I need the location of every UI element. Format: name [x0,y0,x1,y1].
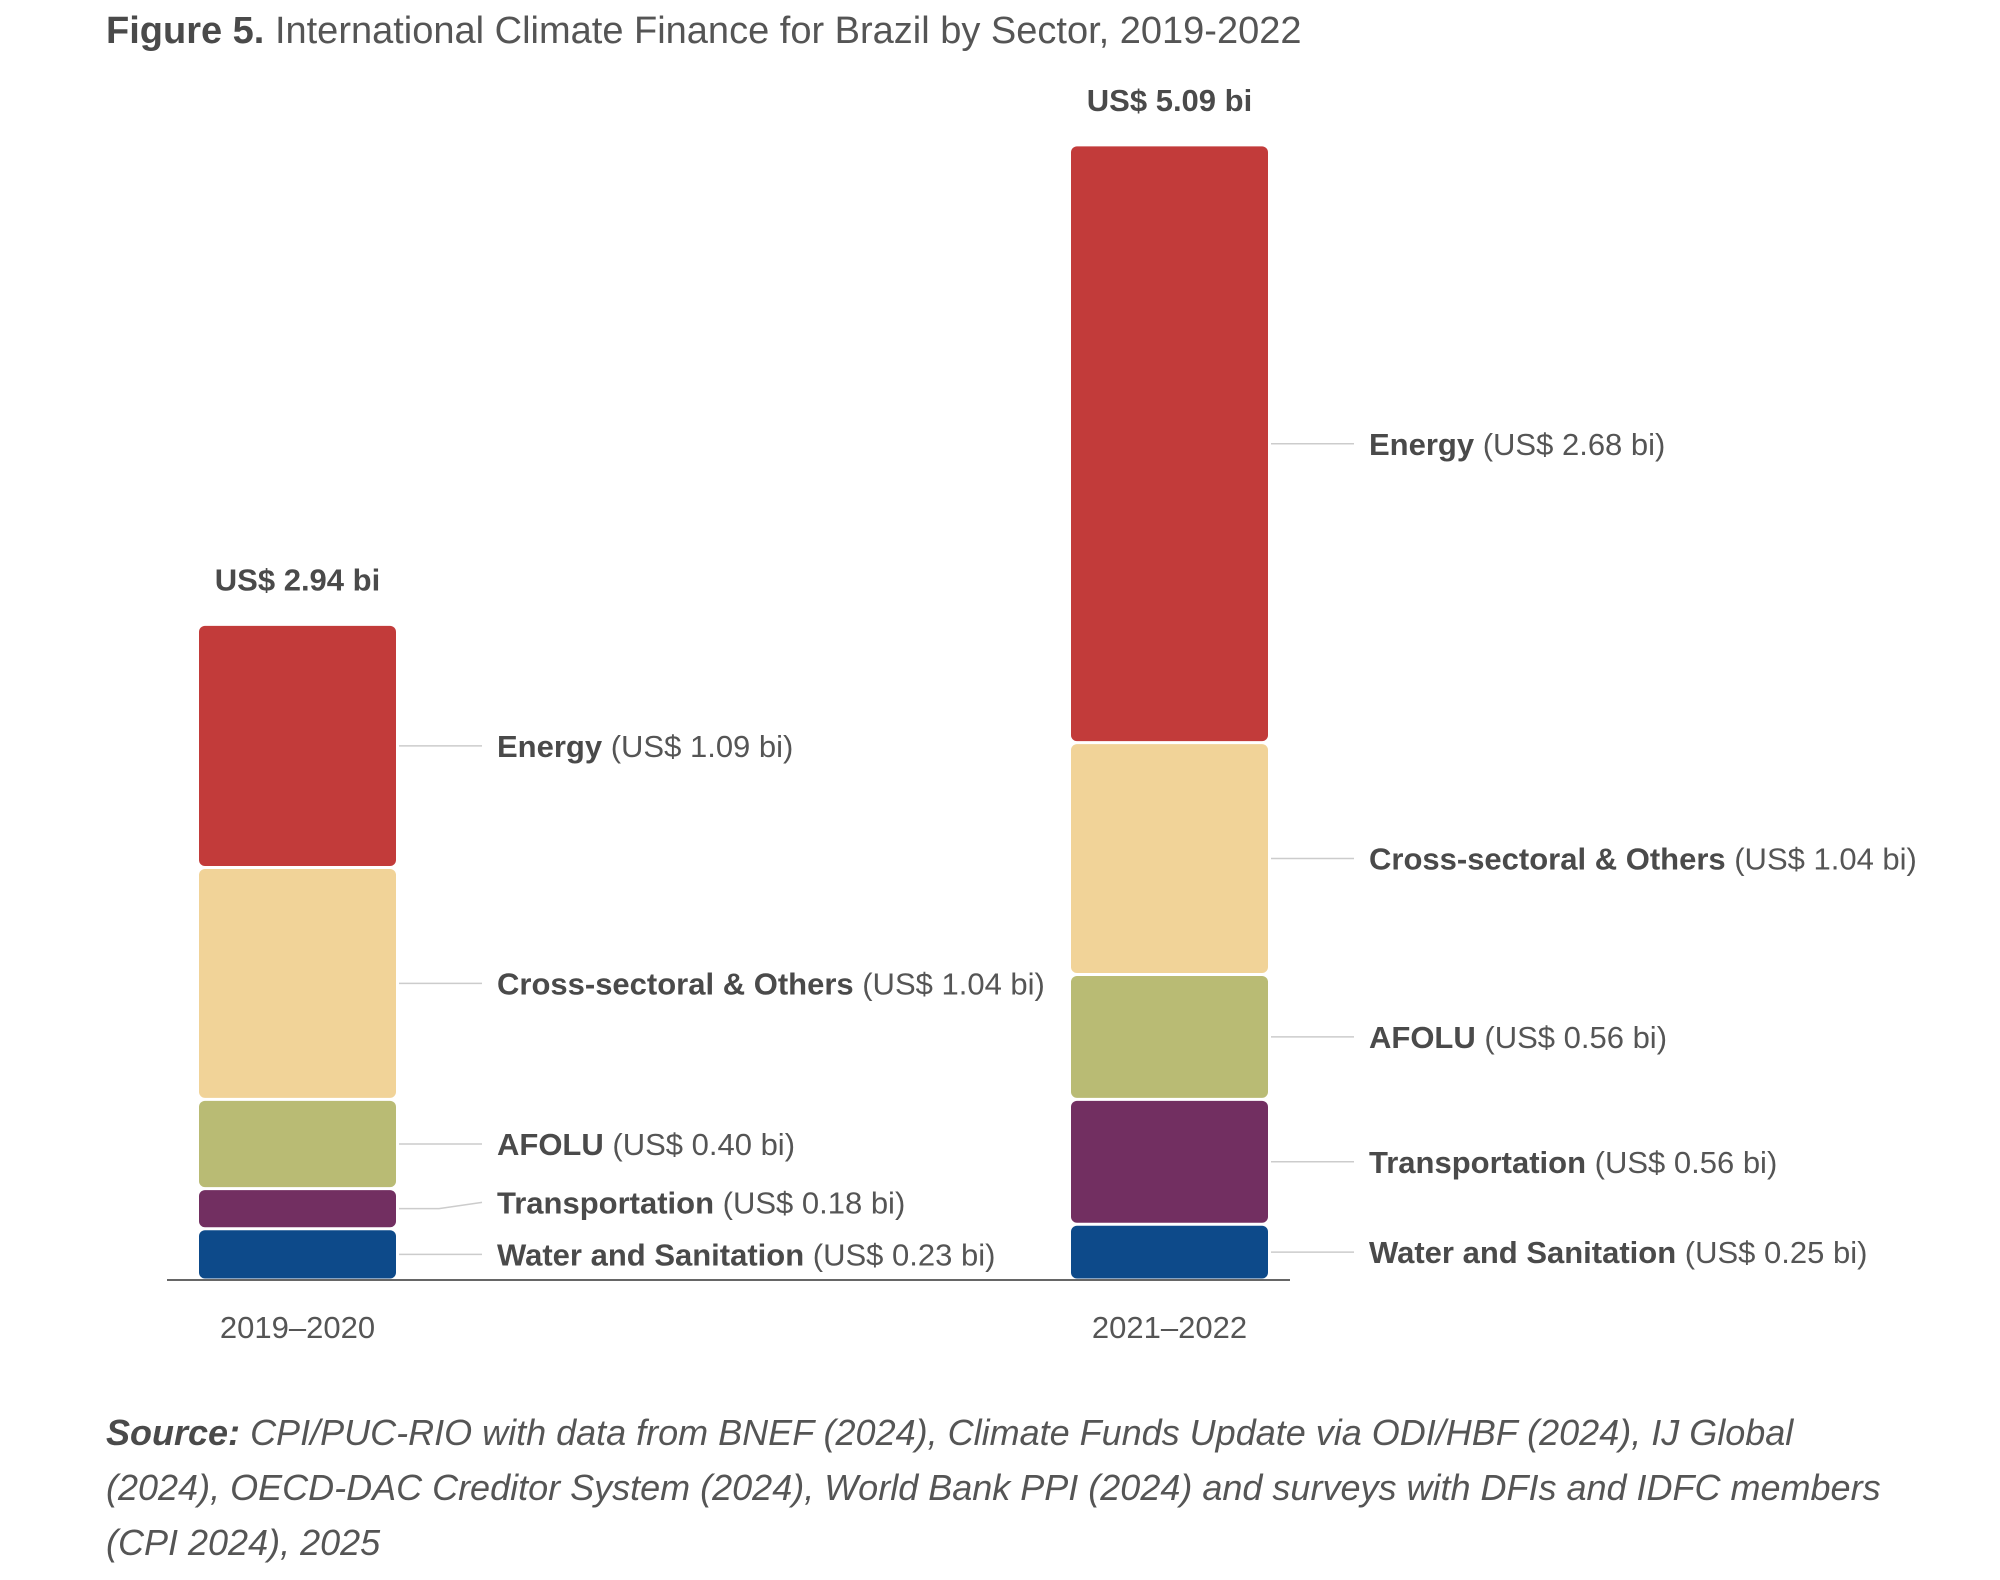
segment-label-name: Energy [497,729,603,764]
segment-label-value: (US$ 0.56 bi) [1476,1020,1667,1055]
segment-label-name: Water and Sanitation [1369,1235,1676,1270]
segment-label-afolu-1: AFOLU (US$ 0.40 bi) [497,1127,795,1162]
segment-label-name: Water and Sanitation [497,1237,804,1272]
category-label-2: 2021–2022 [1092,1310,1247,1345]
bar-segment-energy-2 [1071,146,1268,742]
segment-label-value: (US$ 1.04 bi) [854,966,1045,1001]
segment-label-value: (US$ 0.18 bi) [714,1185,905,1220]
bar-segment-cross-sectoral-others-1 [199,868,396,1098]
total-label-2: US$ 5.09 bi [1087,83,1252,118]
total-label-1: US$ 2.94 bi [215,562,380,597]
chart-title: Figure 5. International Climate Finance … [106,10,1302,53]
segment-label-value: (US$ 0.25 bi) [1676,1235,1867,1270]
segment-label-transportation-2: Transportation (US$ 0.56 bi) [1369,1145,1777,1180]
segment-label-name: AFOLU [1369,1020,1476,1055]
segment-label-name: Transportation [1369,1145,1586,1180]
source-note: Source: CPI/PUC-RIO with data from BNEF … [106,1405,1906,1570]
segment-label-name: Energy [1369,427,1475,462]
bar-segment-afolu-2 [1071,975,1268,1098]
figure-title: International Climate Finance for Brazil… [274,10,1302,52]
segment-label-value: (US$ 0.40 bi) [604,1127,795,1162]
segment-label-water-and-sanitation-1: Water and Sanitation (US$ 0.23 bi) [497,1237,995,1272]
segment-label-energy-2: Energy (US$ 2.68 bi) [1369,427,1665,462]
bar-segment-afolu-1 [199,1100,396,1188]
segment-label-water-and-sanitation-2: Water and Sanitation (US$ 0.25 bi) [1369,1235,1867,1270]
category-label-1: 2019–2020 [220,1310,375,1345]
figure-label: Figure 5. [106,10,265,52]
leader-line-transportation-1 [399,1201,483,1210]
segment-label-energy-1: Energy (US$ 1.09 bi) [497,729,793,764]
segment-label-transportation-1: Transportation (US$ 0.18 bi) [497,1185,905,1220]
bar-segment-water-and-sanitation-2 [1071,1225,1268,1279]
segment-label-cross-sectoral-others-1: Cross-sectoral & Others (US$ 1.04 bi) [497,966,1045,1001]
segment-label-afolu-2: AFOLU (US$ 0.56 bi) [1369,1020,1667,1055]
segment-label-value: (US$ 1.09 bi) [602,729,793,764]
bar-segment-energy-1 [199,625,396,866]
segment-label-cross-sectoral-others-2: Cross-sectoral & Others (US$ 1.04 bi) [1369,842,1917,877]
segment-label-value: (US$ 1.04 bi) [1726,842,1917,877]
segment-label-value: (US$ 0.23 bi) [804,1237,995,1272]
bar-segment-water-and-sanitation-1 [199,1230,396,1279]
segment-label-name: Cross-sectoral & Others [497,966,854,1001]
segment-label-value: (US$ 0.56 bi) [1586,1145,1777,1180]
bar-segment-transportation-2 [1071,1100,1268,1223]
segment-label-name: AFOLU [497,1127,604,1162]
source-label: Source: [106,1412,241,1453]
segment-label-value: (US$ 2.68 bi) [1474,427,1665,462]
stacked-bar-chart: Water and Sanitation (US$ 0.23 bi) Transp… [167,83,1917,1345]
segment-label-name: Cross-sectoral & Others [1369,842,1726,877]
bar-segment-transportation-1 [199,1190,396,1228]
bar-segment-cross-sectoral-others-2 [1071,744,1268,973]
source-text: CPI/PUC-RIO with data from BNEF (2024), … [106,1412,1881,1563]
segment-label-name: Transportation [497,1185,714,1220]
